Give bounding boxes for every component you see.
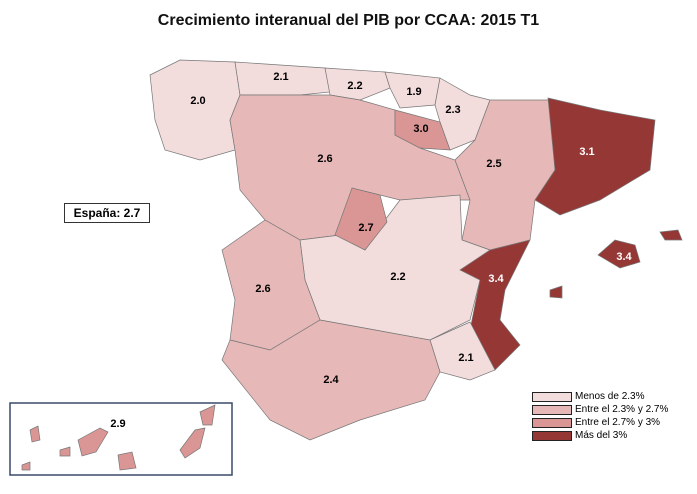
region-cataluna: 3.1 [534,97,656,216]
svg-text:3.4: 3.4 [488,273,504,285]
region-cantabria: 2.2 [324,67,391,101]
legend-item: Menos de 2.3% [532,390,668,403]
svg-text:3.4: 3.4 [616,251,632,263]
svg-text:2.2: 2.2 [347,80,362,92]
legend-item: Más del 3% [532,429,668,442]
legend-item: Entre el 2.7% y 3% [532,416,668,429]
region-andalucia: 2.4 [221,319,441,441]
svg-text:2.4: 2.4 [323,374,339,386]
svg-text:2.1: 2.1 [458,352,473,364]
svg-text:2.6: 2.6 [317,153,332,165]
svg-text:1.9: 1.9 [406,86,421,98]
region-navarra: 2.3 [434,77,491,151]
map-title: Crecimiento interanual del PIB por CCAA:… [157,12,540,29]
spain-total-box: España: 2.7 [64,203,150,223]
legend-item: Entre el 2.3% y 2.7% [532,403,668,416]
svg-text:3.0: 3.0 [413,123,428,135]
svg-text:2.6: 2.6 [255,283,270,295]
svg-text:2.7: 2.7 [358,222,373,234]
region-baleares: 3.4 [549,229,683,299]
canarias-inset: 2.9 [9,402,233,476]
svg-text:2.3: 2.3 [445,104,460,116]
region-asturias: 2.1 [234,61,331,96]
svg-text:2.0: 2.0 [190,95,205,107]
svg-text:2.2: 2.2 [390,271,405,283]
svg-text:2.5: 2.5 [486,158,501,170]
region-pais-vasco: 1.9 [384,71,441,109]
legend: Menos de 2.3% Entre el 2.3% y 2.7% Entre… [532,390,668,442]
region-rioja: 3.0 [394,109,451,151]
svg-text:3.1: 3.1 [579,146,594,158]
region-galicia: 2.0 [149,59,241,161]
svg-text:2.1: 2.1 [273,71,288,83]
region-madrid: 2.7 [334,187,388,251]
svg-text:2.9: 2.9 [110,418,125,430]
